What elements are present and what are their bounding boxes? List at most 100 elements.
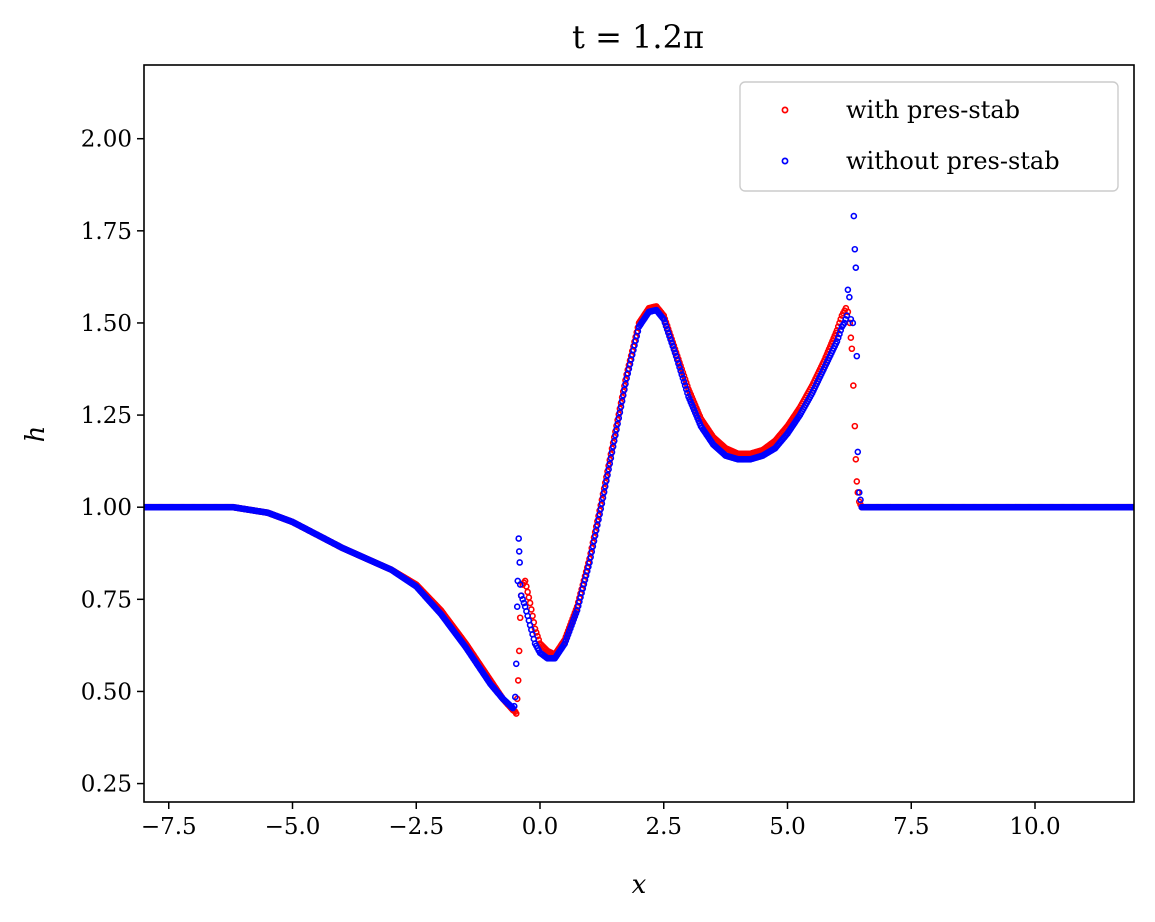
data-point [668,339,675,347]
y-axis: 0.25 0.50 0.75 1.00 1.25 1.50 1.75 2.00 [81,127,144,798]
y-tick-label: 1.00 [81,495,132,521]
data-point [516,559,524,566]
data-point [836,330,843,338]
y-tick-label: 1.25 [81,403,132,429]
x-tick-label: −7.5 [141,814,197,840]
data-point [615,414,623,422]
data-point [617,403,625,411]
y-axis-label: h [21,426,51,443]
data-point [561,640,569,647]
data-point [853,352,861,360]
data-point [851,245,859,253]
data-point [673,356,681,364]
data-point [666,332,673,340]
data-point [662,322,670,330]
data-point [568,622,575,629]
data-point [569,619,576,626]
data-point [607,454,615,462]
legend-label-with-pres-stab: with pres-stab [846,96,1020,124]
data-point [598,500,606,507]
data-point [857,496,864,504]
x-tick-label: −2.5 [388,814,444,840]
data-point [849,319,857,327]
data-point [853,478,861,485]
data-point [608,448,616,456]
y-tick-label: 1.75 [81,219,132,245]
data-point [622,380,629,388]
data-point [605,466,612,473]
data-point [564,631,572,638]
series-without-pres-stab [144,212,1134,712]
data-point [601,483,609,490]
data-point [667,336,674,343]
data-point [851,422,859,430]
data-point [609,443,617,450]
data-point [664,329,672,336]
data-point [672,352,680,360]
data-point [834,334,842,341]
data-point [612,431,619,439]
x-tick-label: 10.0 [1009,814,1060,840]
x-axis-label: x [632,870,647,900]
data-point [850,382,857,389]
data-point [660,315,668,323]
data-point [613,426,620,433]
data-point [616,409,624,416]
y-tick-label: 0.75 [81,587,132,613]
x-tick-label: 5.0 [769,814,806,840]
data-point [565,628,573,635]
data-point [562,637,570,644]
data-point [510,702,518,710]
data-point [515,535,523,542]
data-point [675,360,682,367]
data-point [614,420,621,428]
data-point [572,610,580,617]
data-point [570,616,578,623]
data-point [833,338,841,345]
data-point [603,477,610,485]
legend-label-without-pres-stab: without pres-stab [846,147,1060,175]
data-point [837,327,845,334]
data-point [844,286,852,294]
x-tick-label: −5.0 [265,814,321,840]
data-point [604,471,611,479]
legend-box [739,81,1119,192]
data-point [852,455,860,463]
data-point [848,345,856,353]
legend-marker-without-pres-stab [781,157,789,165]
series-layer [144,212,1134,717]
data-point [843,312,851,319]
data-point [670,346,678,353]
data-point [841,319,848,327]
data-point [526,599,534,607]
data-point [684,389,691,397]
data-point [850,212,858,220]
data-point [677,367,684,375]
data-point [669,342,677,350]
data-point [516,614,524,622]
x-axis: −7.5 −5.0 −2.5 0.0 2.5 5.0 7.5 10.0 [141,802,1061,840]
data-point [531,625,539,633]
data-point [852,264,860,271]
data-point [515,548,523,555]
chart-title: t = 1.2π [572,18,704,56]
data-point [606,460,614,467]
data-point [610,437,618,445]
data-point [516,581,524,588]
x-tick-label: 0.0 [522,814,559,840]
data-point [514,677,522,684]
plot-area [144,212,1134,717]
data-point [676,363,683,371]
data-point [847,334,855,341]
data-point [678,371,686,378]
data-point [571,613,579,620]
y-tick-label: 0.25 [81,772,132,798]
data-point [682,385,690,393]
data-point [619,392,627,399]
data-point [520,599,528,607]
data-point [599,494,607,502]
data-point [512,660,520,668]
data-point [844,308,852,316]
data-point [680,378,688,386]
